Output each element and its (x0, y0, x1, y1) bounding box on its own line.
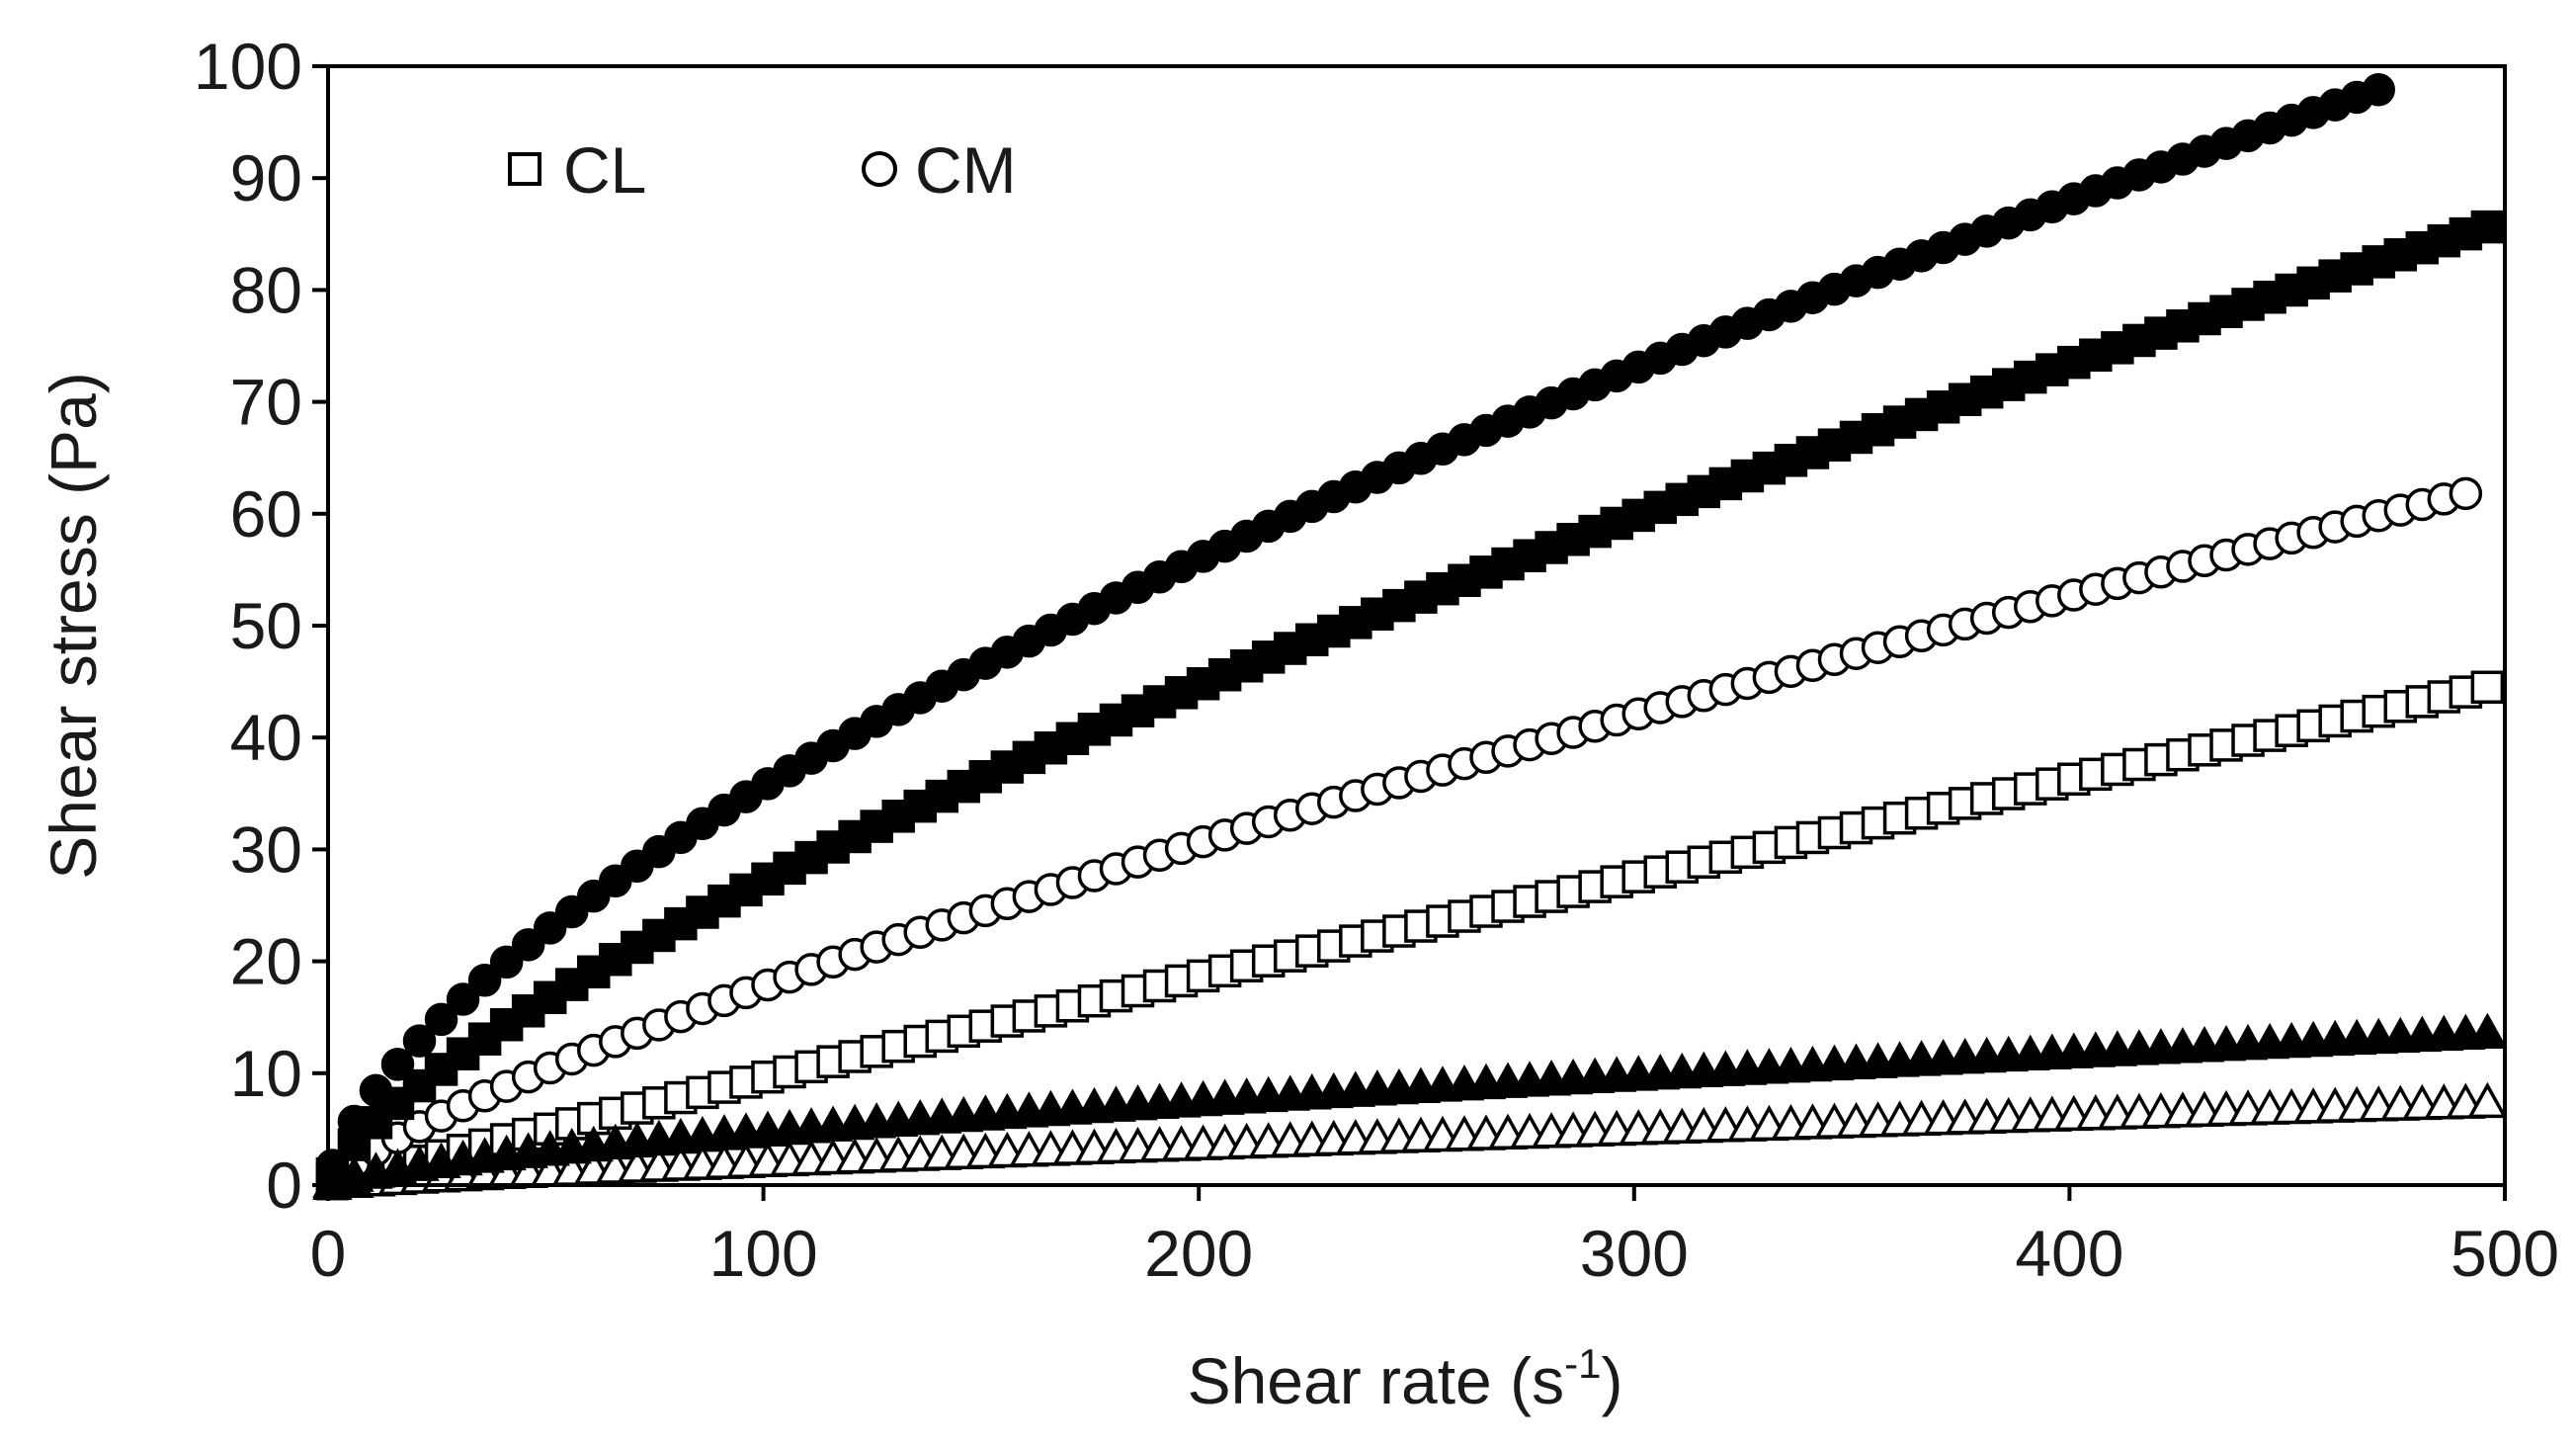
y-axis-ticks: 0 10 20 30 40 50 60 70 80 90 100 (194, 30, 328, 1222)
y-tick-label: 20 (230, 925, 302, 998)
data-series (312, 73, 2508, 1201)
y-tick-label: 0 (266, 1149, 302, 1222)
series-CM-filled (315, 73, 2395, 1182)
y-tick-label: 100 (194, 30, 302, 103)
series-CL-filled (315, 210, 2505, 1191)
data-point (424, 1002, 458, 1037)
x-tick-label: 100 (709, 1217, 818, 1290)
y-tick-label: 70 (230, 366, 302, 439)
legend-label-cm: CM (915, 133, 1017, 207)
data-point (380, 1048, 415, 1081)
x-tick-label: 400 (2015, 1217, 2123, 1290)
data-point (402, 1024, 437, 1058)
x-tick-label: 0 (310, 1217, 347, 1290)
data-point (2467, 1081, 2508, 1119)
y-tick-label: 80 (230, 253, 302, 326)
data-point (511, 928, 545, 962)
y-tick-label: 40 (230, 701, 302, 774)
data-point (315, 1149, 350, 1182)
data-point (2362, 73, 2395, 107)
x-tick-label: 300 (1580, 1217, 1689, 1290)
y-tick-label: 30 (230, 812, 302, 886)
x-axis-ticks: 0 100 200 300 400 500 (310, 1185, 2559, 1290)
data-point (446, 982, 480, 1016)
data-point (337, 1104, 372, 1139)
data-point (359, 1073, 393, 1108)
y-tick-label: 60 (230, 477, 302, 551)
x-axis-title-main: Shear rate (s (1188, 1344, 1565, 1417)
x-tick-label: 500 (2451, 1217, 2559, 1290)
data-point (2449, 476, 2483, 511)
legend-label-cl: CL (563, 133, 646, 207)
x-axis-title-close: ) (1601, 1344, 1622, 1417)
x-axis-title: Shear rate (s-1) (1188, 1340, 1623, 1417)
series-triangle-filled (312, 1012, 2508, 1198)
data-point (554, 894, 589, 929)
legend-marker-cm (862, 151, 897, 187)
y-tick-label: 10 (230, 1037, 302, 1110)
y-tick-label: 90 (230, 141, 302, 214)
legend-marker-cl (508, 152, 541, 186)
x-axis-title-superscript: -1 (1564, 1340, 1601, 1387)
data-point (533, 911, 567, 945)
data-point (2467, 1012, 2508, 1050)
y-tick-label: 50 (230, 589, 302, 662)
data-point (2470, 670, 2505, 705)
data-point (2470, 210, 2505, 244)
data-point (489, 945, 524, 980)
y-axis-title: Shear stress (Pa) (37, 372, 110, 880)
data-point (467, 963, 502, 997)
x-tick-label: 200 (1144, 1217, 1253, 1290)
legend: CL CM (508, 133, 1017, 207)
plot-area-frame (326, 64, 2507, 1187)
